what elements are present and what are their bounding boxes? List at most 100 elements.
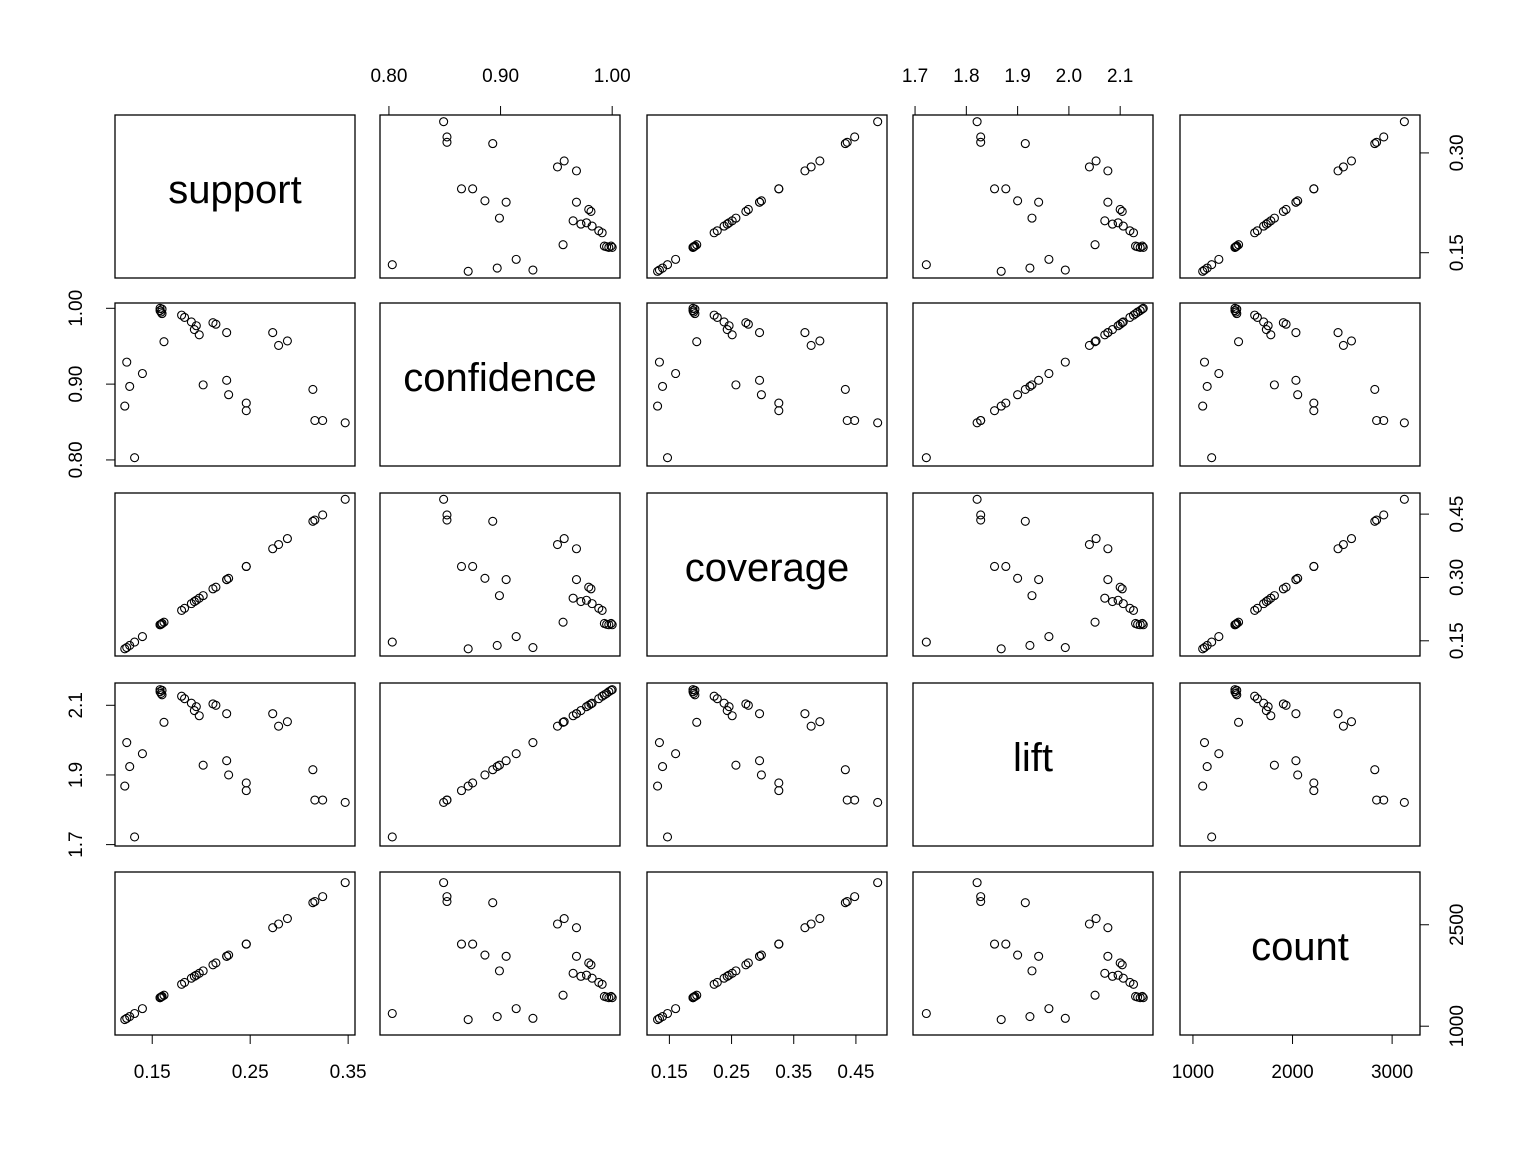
point [1263, 595, 1273, 605]
point [1118, 221, 1128, 231]
point [840, 898, 850, 908]
y-tick-label: 0.15 [1447, 234, 1468, 271]
point [1103, 328, 1113, 338]
point [1372, 137, 1382, 147]
diagonal-label: coverage [685, 546, 850, 590]
point [756, 196, 766, 206]
point [1338, 721, 1348, 731]
point [774, 786, 784, 796]
point [722, 971, 732, 981]
point [1234, 617, 1244, 627]
point [581, 970, 592, 980]
point [1107, 219, 1118, 229]
point [1372, 415, 1382, 426]
point [559, 913, 569, 924]
point [571, 166, 582, 176]
panel [1179, 682, 1421, 847]
point [1333, 709, 1343, 719]
point [1115, 204, 1125, 215]
point [690, 309, 700, 319]
point [222, 328, 232, 338]
point [1091, 913, 1101, 924]
point [1117, 318, 1127, 328]
point [191, 702, 201, 712]
point [194, 711, 204, 721]
point [1338, 340, 1348, 351]
point [488, 898, 498, 908]
x-tick-label: 2.1 [1107, 66, 1133, 87]
point [599, 241, 609, 251]
point [1131, 991, 1141, 1001]
point [120, 644, 130, 654]
point [1250, 691, 1260, 701]
point [571, 951, 582, 961]
point [976, 510, 986, 520]
point [558, 990, 568, 1000]
point [571, 709, 582, 719]
point [1013, 950, 1023, 960]
point [756, 950, 766, 960]
point [1252, 226, 1262, 236]
point [1291, 575, 1301, 585]
point [1293, 573, 1303, 583]
point [552, 721, 563, 731]
point [222, 375, 232, 385]
diagonal-label: lift [1013, 736, 1053, 780]
point [1113, 595, 1123, 605]
point [501, 575, 511, 585]
panel [646, 302, 888, 467]
point [1207, 637, 1217, 647]
point [528, 643, 538, 653]
point [1107, 971, 1118, 981]
point [1034, 375, 1044, 385]
x-tick-label: 0.25 [232, 1062, 269, 1083]
point [1399, 494, 1409, 504]
point [774, 406, 784, 416]
point [120, 1015, 130, 1025]
point [1091, 336, 1101, 346]
point [754, 709, 765, 719]
point [1025, 1011, 1035, 1022]
point [130, 453, 140, 463]
point [1293, 196, 1303, 206]
point [268, 544, 278, 554]
point [137, 1004, 147, 1014]
panel [912, 492, 1154, 657]
point [692, 717, 702, 727]
point [1231, 242, 1241, 252]
point [712, 226, 722, 236]
point [586, 584, 596, 594]
point [1115, 958, 1125, 968]
point [308, 384, 318, 394]
point [1379, 510, 1389, 520]
point [282, 336, 292, 346]
point [559, 156, 569, 166]
y-tick-label: 2500 [1447, 904, 1468, 946]
point [1309, 561, 1319, 572]
point [387, 260, 397, 270]
point [671, 368, 681, 379]
point [308, 516, 318, 526]
point [468, 939, 478, 949]
point [850, 132, 860, 142]
point [156, 619, 166, 629]
point [1113, 218, 1123, 228]
point [1100, 593, 1110, 603]
point [727, 711, 737, 721]
point [1125, 977, 1135, 987]
point [1214, 632, 1224, 642]
point [662, 260, 673, 270]
point [1263, 321, 1273, 331]
y-tick-label: 0.30 [1447, 134, 1468, 171]
y-tick-label: 1.7 [66, 831, 87, 857]
y-tick-label: 0.90 [66, 366, 87, 403]
point [722, 219, 732, 229]
point [1117, 206, 1127, 217]
point [1103, 197, 1113, 207]
point [571, 923, 582, 933]
panel [114, 682, 356, 847]
point [501, 197, 511, 207]
point [731, 380, 741, 390]
point [177, 605, 187, 615]
